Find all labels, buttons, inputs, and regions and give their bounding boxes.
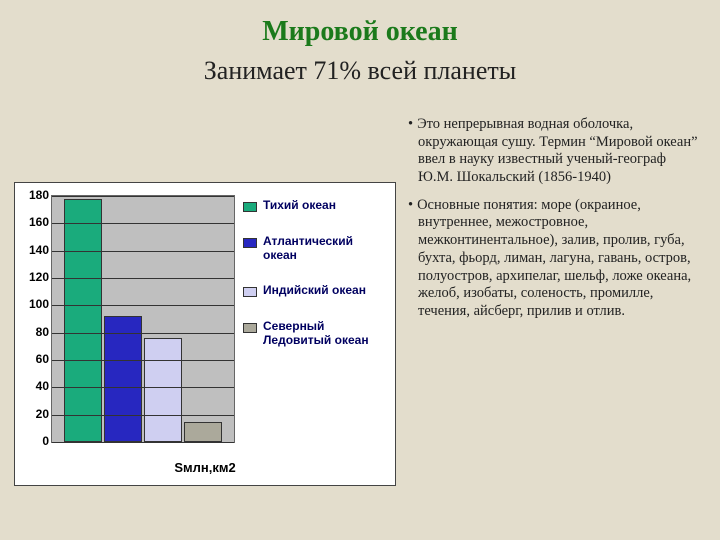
y-tick-label: 60 bbox=[21, 352, 49, 366]
bar-group bbox=[64, 196, 222, 442]
y-tick-label: 140 bbox=[21, 243, 49, 257]
y-tick-label: 20 bbox=[21, 407, 49, 421]
grid-line bbox=[52, 360, 234, 361]
legend-label: Индийский океан bbox=[263, 284, 366, 298]
bar bbox=[104, 316, 142, 442]
grid-line bbox=[52, 415, 234, 416]
grid-line bbox=[52, 196, 234, 197]
plot-area bbox=[51, 195, 235, 443]
y-axis-labels: 020406080100120140160180 bbox=[21, 195, 49, 441]
grid-line bbox=[52, 387, 234, 388]
page-title: Мировой океан bbox=[0, 16, 720, 48]
chart-legend: Тихий океан Атлантический океан Индийский … bbox=[243, 199, 385, 370]
bar bbox=[144, 338, 182, 442]
y-tick-label: 0 bbox=[21, 434, 49, 448]
y-tick-label: 120 bbox=[21, 270, 49, 284]
bullet-item: Основные понятия: море (окраиное, внутре… bbox=[408, 197, 704, 321]
legend-label: Атлантический океан bbox=[263, 235, 385, 263]
grid-line bbox=[52, 223, 234, 224]
grid-line bbox=[52, 278, 234, 279]
grid-line bbox=[52, 305, 234, 306]
description-bullets: Это непрерывная водная оболочка, окружаю… bbox=[408, 116, 704, 331]
legend-label: Тихий океан bbox=[263, 199, 336, 213]
y-tick-label: 100 bbox=[21, 297, 49, 311]
grid-line bbox=[52, 333, 234, 334]
legend-label: Северный Ледовитый океан bbox=[263, 320, 385, 348]
legend-swatch bbox=[243, 287, 257, 297]
y-tick-label: 80 bbox=[21, 325, 49, 339]
bar bbox=[184, 422, 222, 443]
legend-item: Северный Ледовитый океан bbox=[243, 320, 385, 348]
grid-line bbox=[52, 251, 234, 252]
y-tick-label: 180 bbox=[21, 188, 49, 202]
ocean-area-bar-chart: 0 20 40 60 80 100 120 140 160 180 Тихий океан Атла… bbox=[14, 182, 396, 486]
legend-item: Атлантический океан bbox=[243, 235, 385, 263]
page-subtitle: Занимает 71% всей планеты bbox=[0, 56, 720, 86]
bar bbox=[64, 199, 102, 442]
grid-line bbox=[52, 442, 234, 443]
bullet-item: Это непрерывная водная оболочка, окружаю… bbox=[408, 116, 704, 187]
legend-swatch bbox=[243, 238, 257, 248]
legend-swatch bbox=[243, 202, 257, 212]
legend-item: Индийский океан bbox=[243, 284, 385, 298]
x-axis-label: Sмлн,км2 bbox=[15, 460, 395, 475]
legend-item: Тихий океан bbox=[243, 199, 385, 213]
y-tick-label: 40 bbox=[21, 379, 49, 393]
y-tick-label: 160 bbox=[21, 215, 49, 229]
legend-swatch bbox=[243, 323, 257, 333]
